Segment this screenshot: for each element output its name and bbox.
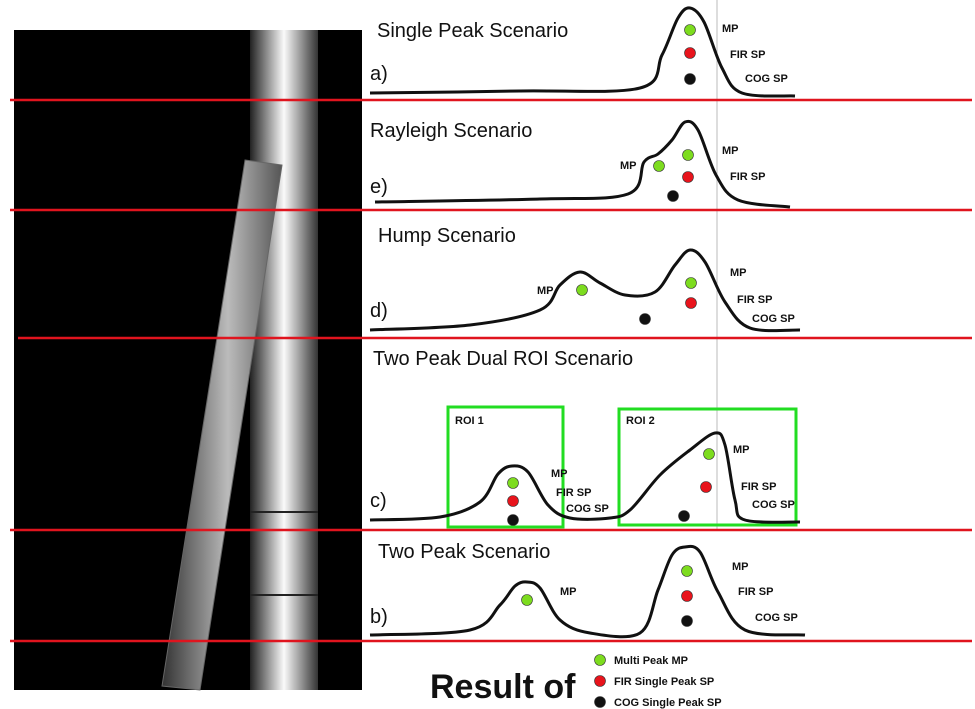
legend-item: COG Single Peak SP (614, 697, 722, 709)
peak-marker (682, 616, 693, 627)
roi-label: ROI 2 (626, 415, 655, 427)
panel-letter: c) (370, 490, 387, 512)
legend-item: Multi Peak MP (614, 655, 688, 667)
peak-label: FIR SP (556, 487, 591, 499)
vertical-rod (250, 30, 318, 690)
peak-marker (508, 496, 519, 507)
peak-label: MP (722, 23, 739, 35)
panel-letter: b) (370, 606, 388, 628)
panel-letter: e) (370, 176, 388, 198)
peak-label: FIR SP (741, 481, 776, 493)
peak-marker (685, 74, 696, 85)
peak-marker (640, 314, 651, 325)
peak-label: MP (560, 586, 577, 598)
panel-title: Single Peak Scenario (377, 20, 568, 42)
legend-marker (595, 655, 606, 666)
peak-marker (508, 478, 519, 489)
panel-letter: a) (370, 63, 388, 85)
peak-label: COG SP (752, 313, 795, 325)
peak-label: FIR SP (738, 586, 773, 598)
peak-marker (683, 150, 694, 161)
peak-marker (685, 48, 696, 59)
legend-marker (595, 676, 606, 687)
peak-marker (701, 482, 712, 493)
peak-label: MP (733, 444, 750, 456)
legend-item: FIR Single Peak SP (614, 676, 714, 688)
panel-title: Rayleigh Scenario (370, 120, 532, 142)
peak-label: COG SP (566, 503, 609, 515)
peak-marker (686, 298, 697, 309)
peak-label: MP (732, 561, 749, 573)
panel-title: Two Peak Dual ROI Scenario (373, 348, 633, 370)
panel-title: Hump Scenario (378, 225, 516, 247)
diagram: Single Peak Scenario a) MP FIR SP COG SP Rayl… (0, 0, 975, 709)
peak-label: MP (551, 468, 568, 480)
peak-marker (682, 591, 693, 602)
peak-label: COG SP (745, 73, 788, 85)
roi-label: ROI 1 (455, 415, 484, 427)
scenario-panel: Rayleigh Scenario e) MP MP FIR SP (370, 120, 790, 207)
scenario-panel: Two Peak Scenario b) MP MP FIR SP COG SP (370, 541, 805, 637)
legend-title: Result of (430, 668, 576, 706)
scenario-panel: Single Peak Scenario a) MP FIR SP COG SP (370, 8, 795, 96)
peak-label: COG SP (752, 499, 795, 511)
peak-marker (683, 172, 694, 183)
scenario-panel: Two Peak Dual ROI Scenario c) ROI 1 ROI 2 MP… (370, 348, 800, 527)
peak-label: MP (722, 145, 739, 157)
legend-marker (595, 697, 606, 708)
peak-marker (679, 511, 690, 522)
peak-label: FIR SP (737, 294, 772, 306)
peak-marker (686, 278, 697, 289)
xray-image (14, 30, 362, 690)
peak-label: COG SP (755, 612, 798, 624)
peak-label: FIR SP (730, 171, 765, 183)
peak-marker (682, 566, 693, 577)
peak-label: MP (730, 267, 747, 279)
panel-title: Two Peak Scenario (378, 541, 550, 563)
scenario-panel: Hump Scenario d) MP MP FIR SP COG SP (370, 225, 800, 331)
peak-marker (685, 25, 696, 36)
peak-label: FIR SP (730, 49, 765, 61)
peak-marker (508, 515, 519, 526)
peak-marker (704, 449, 715, 460)
peak-marker (577, 285, 588, 296)
peak-marker (522, 595, 533, 606)
peak-marker (668, 191, 679, 202)
peak-marker (654, 161, 665, 172)
legend: Result of Multi Peak MP FIR Single Peak SP… (430, 655, 722, 709)
peak-label: MP (620, 160, 637, 172)
panel-letter: d) (370, 300, 388, 322)
peak-label: MP (537, 285, 554, 297)
